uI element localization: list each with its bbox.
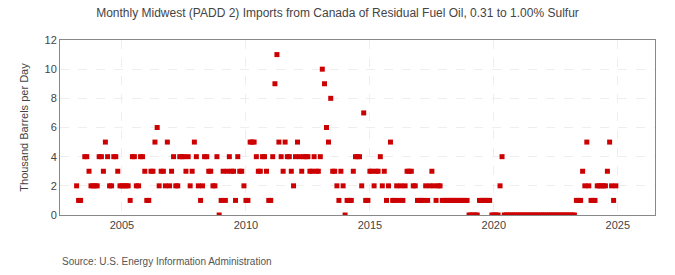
svg-text:4: 4	[51, 151, 57, 163]
svg-text:2015: 2015	[358, 219, 382, 231]
svg-text:Thousand Barrels per Day: Thousand Barrels per Day	[18, 63, 30, 192]
svg-text:12: 12	[45, 34, 57, 46]
svg-text:Monthly Midwest (PADD 2) Impor: Monthly Midwest (PADD 2) Imports from Ca…	[96, 6, 579, 20]
svg-text:2: 2	[51, 180, 57, 192]
svg-text:2020: 2020	[482, 219, 506, 231]
svg-text:10: 10	[45, 63, 57, 75]
svg-text:Source: U.S. Energy Informatio: Source: U.S. Energy Information Administ…	[62, 256, 272, 267]
svg-text:0: 0	[51, 209, 57, 221]
svg-text:8: 8	[51, 92, 57, 104]
svg-text:2025: 2025	[606, 219, 630, 231]
svg-text:2010: 2010	[234, 219, 258, 231]
svg-text:6: 6	[51, 121, 57, 133]
svg-text:2005: 2005	[110, 219, 134, 231]
